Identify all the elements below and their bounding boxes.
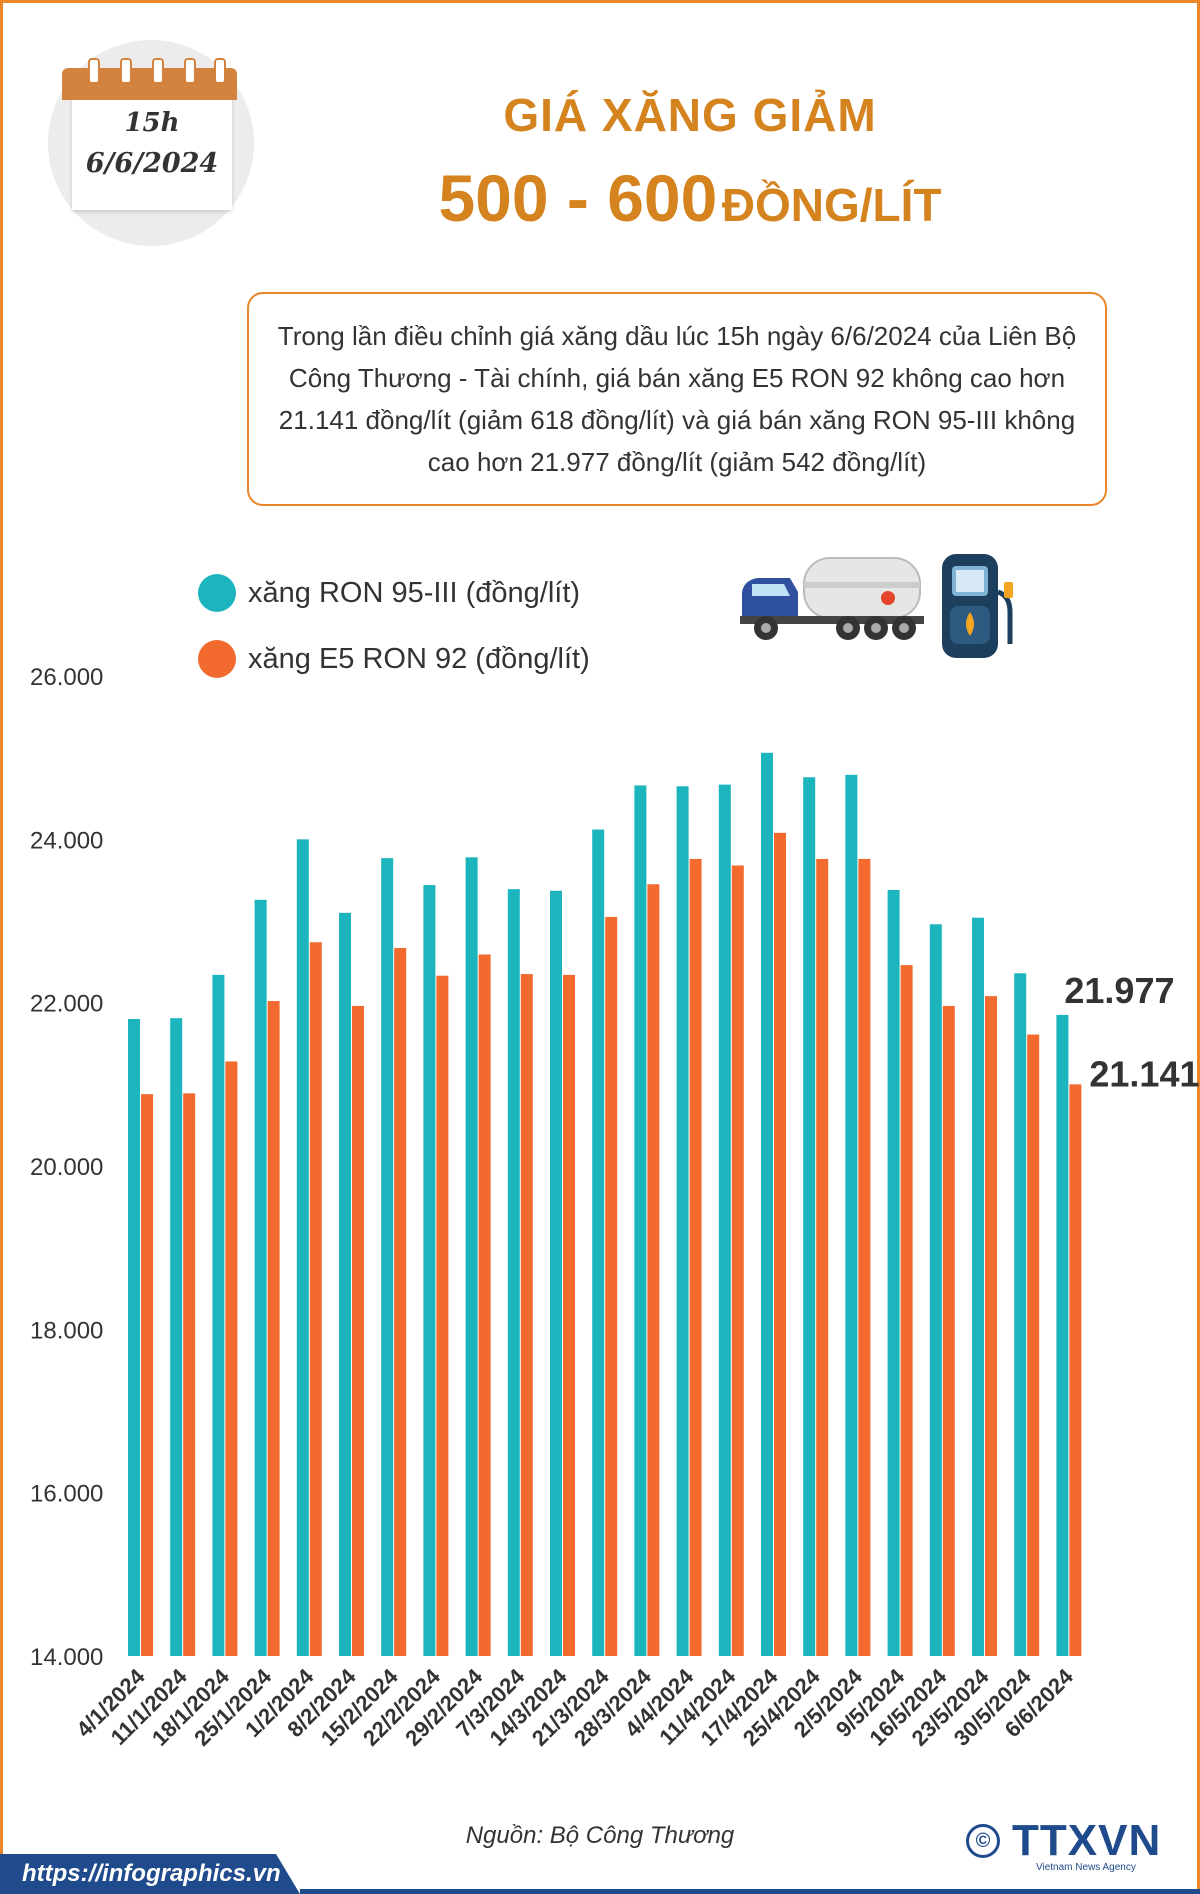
- bar-e5ron92: [520, 974, 533, 1656]
- bar-e5ron92: [225, 1061, 238, 1656]
- bar-ron95: [507, 889, 520, 1656]
- bar-e5ron92: [309, 942, 322, 1656]
- bar-ron95: [634, 785, 647, 1656]
- y-axis: 26.000 24.000 22.000 20.000 18.000 16.000 14.0…: [30, 664, 103, 1671]
- bar-e5ron92: [858, 858, 871, 1656]
- brand-name: TTXVN: [1012, 1816, 1162, 1865]
- bar-e5ron92: [689, 858, 702, 1656]
- bar-ron95: [761, 752, 773, 1656]
- end-value-label: 21.977: [1064, 970, 1174, 1011]
- bar-ron95: [1056, 1014, 1069, 1656]
- bar-ron95: [803, 777, 816, 1656]
- calendar-page: [72, 80, 232, 210]
- bar-e5ron92: [141, 1094, 153, 1656]
- bar-e5ron92: [352, 1005, 364, 1656]
- info-text: Trong lần điều chỉnh giá xăng dầu lúc 15…: [277, 321, 1077, 477]
- bar-e5ron92: [436, 975, 449, 1656]
- bar-ron95: [718, 784, 731, 1656]
- bar-e5ron92: [900, 965, 913, 1656]
- bar-ron95: [845, 774, 858, 1656]
- bar-ron95: [972, 917, 984, 1656]
- bar-e5ron92: [267, 1001, 280, 1656]
- bar-e5ron92: [563, 974, 575, 1656]
- bar-ron95: [381, 858, 394, 1656]
- y-tick-label: 26.000: [30, 664, 103, 691]
- bar-e5ron92: [731, 865, 744, 1656]
- footer-bar: [0, 1854, 300, 1894]
- bar-e5ron92: [183, 1093, 196, 1656]
- legend-label: xăng RON 95-III (đồng/lít): [248, 576, 581, 609]
- y-tick-label: 24.000: [30, 827, 103, 854]
- brand-logo: © TTXVN: [966, 1816, 1161, 1866]
- price-drop-range: 500 - 600: [438, 161, 718, 235]
- legend-item-ron95: xăng RON 95-III (đồng/lít): [198, 574, 580, 612]
- bar-ron95: [170, 1018, 183, 1656]
- bar-ron95: [1014, 973, 1027, 1656]
- source-note: Nguồn: Bộ Công Thương: [465, 1822, 735, 1849]
- bar-e5ron92: [816, 858, 829, 1656]
- bar-ron95: [128, 1019, 140, 1656]
- x-axis: 4/1/202411/1/202418/1/202425/1/20241/2/2…: [71, 1663, 1078, 1750]
- calendar-time: 15h: [124, 108, 180, 138]
- fuel-truck-icon: [740, 557, 924, 640]
- y-tick-label: 16.000: [30, 1481, 103, 1508]
- calendar-ring-icon: [120, 58, 132, 84]
- y-tick-label: 18.000: [30, 1317, 103, 1344]
- bar-e5ron92: [605, 916, 618, 1656]
- legend-swatch: [198, 574, 236, 612]
- gas-pump-icon: [942, 554, 1013, 658]
- y-tick-label: 20.000: [30, 1154, 103, 1181]
- calendar-date: 6/6/2024: [85, 148, 219, 179]
- bar-e5ron92: [942, 1005, 955, 1656]
- bar-e5ron92: [985, 996, 997, 1656]
- y-tick-label: 22.000: [30, 991, 103, 1018]
- bar-ron95: [592, 829, 605, 1656]
- bar-ron95: [550, 890, 562, 1656]
- bars: [128, 752, 1082, 1656]
- bar-e5ron92: [394, 947, 407, 1656]
- annotations: 21.977 21.141: [1064, 970, 1199, 1094]
- bar-ron95: [887, 889, 900, 1656]
- end-value-label: 21.141: [1089, 1053, 1199, 1094]
- bar-e5ron92: [1069, 1084, 1082, 1656]
- legend-label: xăng E5 RON 92 (đồng/lít): [248, 642, 590, 675]
- bar-ron95: [296, 839, 309, 1656]
- bar-ron95: [465, 857, 478, 1656]
- legend-item-e5ron92: xăng E5 RON 92 (đồng/lít): [198, 640, 590, 678]
- copyright-icon: ©: [966, 1824, 1000, 1858]
- bar-e5ron92: [647, 884, 660, 1656]
- calendar-ring-icon: [152, 58, 164, 84]
- info-box: Trong lần điều chỉnh giá xăng dầu lúc 15…: [247, 292, 1107, 506]
- brand-subtitle: Vietnam News Agency: [1036, 1862, 1136, 1873]
- y-tick-label: 14.000: [30, 1644, 103, 1671]
- footer-line: [300, 1889, 1200, 1894]
- bar-e5ron92: [1027, 1034, 1040, 1656]
- bar-e5ron92: [774, 832, 786, 1656]
- page-subtitle: 500 - 600 ĐỒNG/LÍT: [390, 160, 990, 236]
- bar-ron95: [929, 924, 942, 1656]
- bar-ron95: [423, 885, 436, 1656]
- calendar-ring-icon: [184, 58, 196, 84]
- bar-ron95: [212, 974, 225, 1656]
- calendar-ring-icon: [214, 58, 226, 84]
- bar-ron95: [339, 912, 351, 1656]
- page-title: GIÁ XĂNG GIẢM: [503, 89, 877, 141]
- price-bar-chart: 26.000 24.000 22.000 20.000 18.000 16.000 14.0…: [30, 664, 1200, 1751]
- price-drop-unit: ĐỒNG/LÍT: [721, 179, 942, 231]
- calendar-ring-icon: [88, 58, 100, 84]
- bar-e5ron92: [478, 954, 491, 1656]
- bar-ron95: [676, 786, 689, 1656]
- footer-url-link[interactable]: https://infographics.vn: [22, 1860, 281, 1887]
- legend-swatch: [198, 640, 236, 678]
- bar-ron95: [254, 899, 267, 1656]
